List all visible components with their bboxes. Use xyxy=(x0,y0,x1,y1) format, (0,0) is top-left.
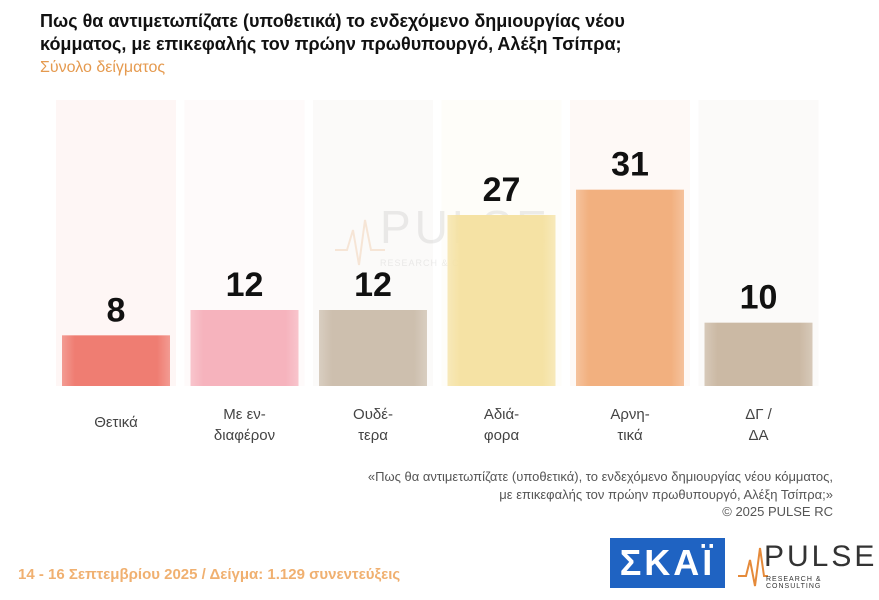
survey-info: 14 - 16 Σεπτεμβρίου 2025 / Δείγμα: 1.129… xyxy=(18,566,401,583)
chart-subtitle: Σύνολο δείγματος xyxy=(40,59,166,76)
bar xyxy=(704,322,813,386)
bar xyxy=(576,189,684,386)
category-label: ΔΓ / xyxy=(745,406,772,423)
question-footnote: «Πως θα αντιμετωπίζατε (υποθετικά), το ε… xyxy=(368,468,833,504)
category-label: Αρνη- xyxy=(610,406,649,423)
bar-chart: 8 Θετικά 12 Με εν-διαφέρον 12 Ουδέ-τερα 27 Αδιά… xyxy=(62,145,813,444)
category-label: τικά xyxy=(617,427,643,444)
bar xyxy=(319,310,427,386)
pulse-logo-wave-icon xyxy=(738,547,768,587)
value-label: 8 xyxy=(107,291,126,329)
footnote-line-2: με επικεφαλής τον πρώην πρωθυπουργό, Αλέ… xyxy=(499,487,833,502)
category-label: ΔΑ xyxy=(748,427,768,444)
bar xyxy=(62,335,170,386)
pulse-logo: PULSE RESEARCH & CONSULTING xyxy=(738,540,874,590)
pulse-logo-tagline: RESEARCH & CONSULTING xyxy=(766,576,822,590)
category-label: φορα xyxy=(484,427,520,444)
skai-logo: ΣΚΑΪ xyxy=(610,538,725,588)
category-label: Αδιά- xyxy=(484,406,519,423)
category-label: Θετικά xyxy=(94,414,138,431)
value-label: 27 xyxy=(483,171,521,209)
category-label: τερα xyxy=(358,427,388,444)
pulse-wave-icon xyxy=(335,219,385,266)
value-label: 10 xyxy=(740,279,778,317)
category-label: Ουδέ- xyxy=(353,406,393,423)
category-label: διαφέρον xyxy=(214,427,275,444)
category-label: Με εν- xyxy=(223,406,266,423)
footnote-line-1: «Πως θα αντιμετωπίζατε (υποθετικά), το ε… xyxy=(367,469,833,484)
value-label: 31 xyxy=(611,146,649,184)
copyright: © 2025 PULSE RC xyxy=(722,504,833,519)
bar xyxy=(190,310,299,386)
pulse-logo-name: PULSE xyxy=(764,540,878,573)
bar xyxy=(447,215,556,386)
value-label: 12 xyxy=(226,266,264,304)
chart-title: Πως θα αντιμετωπίζατε (υποθετικά) το ενδ… xyxy=(40,11,625,54)
value-label: 12 xyxy=(354,266,392,304)
